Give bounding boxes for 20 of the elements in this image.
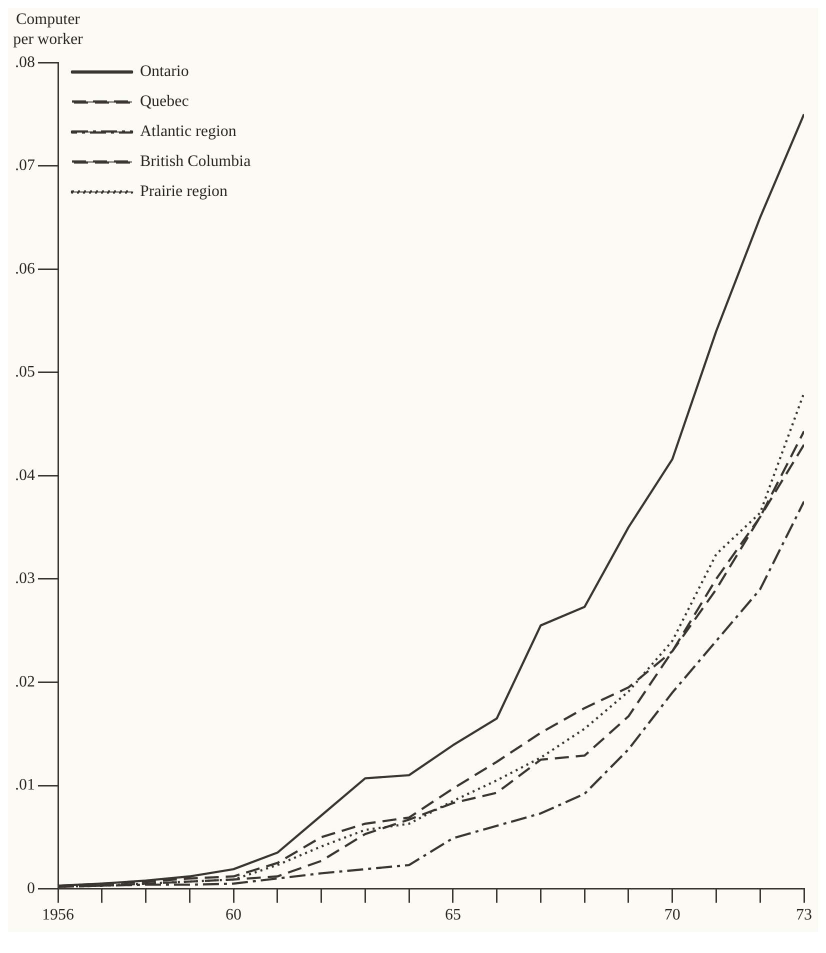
legend-label: Ontario bbox=[140, 63, 189, 80]
y-tick-label: .03 bbox=[15, 570, 35, 588]
x-tick-label: 1956 bbox=[42, 906, 74, 924]
legend-label: British Columbia bbox=[140, 153, 251, 170]
x-tick-label: 70 bbox=[664, 906, 680, 924]
y-tick-label: .05 bbox=[15, 364, 35, 381]
y-tick-label: .06 bbox=[15, 260, 35, 278]
legend-label: Quebec bbox=[140, 93, 189, 110]
y-tick-label: .01 bbox=[15, 776, 35, 794]
y-tick-label: .07 bbox=[15, 157, 35, 174]
x-tick-label: 73 bbox=[796, 906, 812, 924]
x-tick-label: 60 bbox=[226, 906, 242, 924]
legend-label: Prairie region bbox=[140, 183, 228, 200]
y-tick-label: .08 bbox=[15, 54, 35, 71]
y-axis-title: Computer per worker bbox=[12, 10, 84, 50]
y-tick-label: .04 bbox=[15, 466, 35, 484]
x-tick-label: 65 bbox=[444, 906, 461, 924]
y-tick-label: 0 bbox=[27, 880, 35, 898]
y-tick-label: .02 bbox=[15, 673, 35, 690]
legend-label: Atlantic region bbox=[140, 123, 236, 140]
